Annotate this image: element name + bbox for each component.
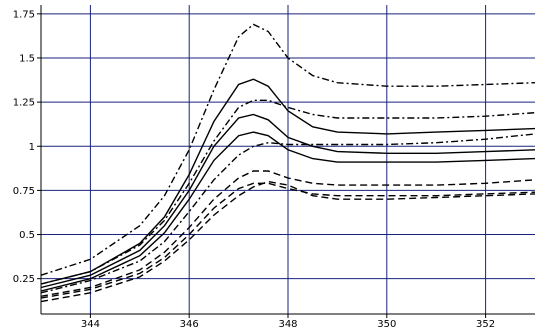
y-tick-label-3: 1 (29, 142, 35, 153)
x-tick-label-0: 344 (81, 319, 100, 328)
series-line-3 (40, 78, 535, 285)
x-tick-label-2: 348 (278, 319, 297, 328)
x-tick-label-3: 350 (377, 319, 396, 328)
y-tick-label-4: 1.25 (13, 98, 35, 109)
series-line-5 (40, 131, 535, 292)
y-tick-label-0: 0.25 (13, 274, 35, 285)
series-line-4 (40, 113, 535, 289)
series-line-1 (40, 23, 535, 276)
series-line-8 (40, 182, 535, 299)
x-tick-label-1: 346 (180, 319, 199, 328)
grid (41, 5, 535, 314)
series-group (40, 23, 535, 303)
y-tick-label-1: 0.5 (19, 230, 35, 241)
series-line-6 (40, 133, 535, 294)
x-tick-label-4: 352 (476, 319, 495, 328)
x-axis-ticks: 344 346 348 350 352 (81, 314, 495, 328)
series-line-9 (40, 180, 535, 303)
y-tick-label-5: 1.5 (19, 53, 35, 64)
y-tick-label-6: 1.75 (13, 9, 35, 20)
y-tick-label-2: 0.75 (13, 186, 35, 197)
y-axis-ticks: 0.25 0.5 0.75 1 1.25 1.5 1.75 (13, 9, 41, 285)
series-line-2 (40, 99, 535, 285)
